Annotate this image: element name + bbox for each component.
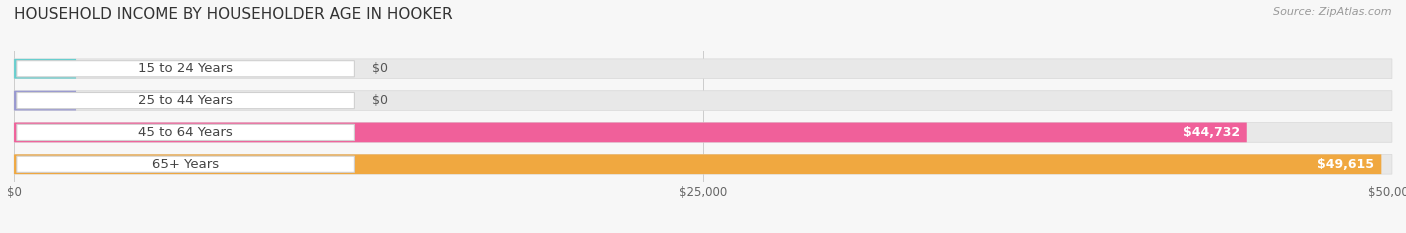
FancyBboxPatch shape [14,154,1381,174]
Text: $49,615: $49,615 [1317,158,1375,171]
Text: $0: $0 [373,94,388,107]
FancyBboxPatch shape [17,156,354,172]
Text: 15 to 24 Years: 15 to 24 Years [138,62,233,75]
FancyBboxPatch shape [14,59,76,79]
FancyBboxPatch shape [14,123,1247,142]
Text: 25 to 44 Years: 25 to 44 Years [138,94,233,107]
Text: $44,732: $44,732 [1182,126,1240,139]
FancyBboxPatch shape [17,124,354,140]
FancyBboxPatch shape [14,91,76,110]
FancyBboxPatch shape [17,61,354,77]
Text: 65+ Years: 65+ Years [152,158,219,171]
Text: 45 to 64 Years: 45 to 64 Years [138,126,233,139]
Text: HOUSEHOLD INCOME BY HOUSEHOLDER AGE IN HOOKER: HOUSEHOLD INCOME BY HOUSEHOLDER AGE IN H… [14,7,453,22]
Text: $0: $0 [373,62,388,75]
FancyBboxPatch shape [14,59,1392,79]
FancyBboxPatch shape [14,91,1392,110]
FancyBboxPatch shape [17,93,354,109]
Text: Source: ZipAtlas.com: Source: ZipAtlas.com [1274,7,1392,17]
FancyBboxPatch shape [14,154,1392,174]
FancyBboxPatch shape [14,123,1392,142]
